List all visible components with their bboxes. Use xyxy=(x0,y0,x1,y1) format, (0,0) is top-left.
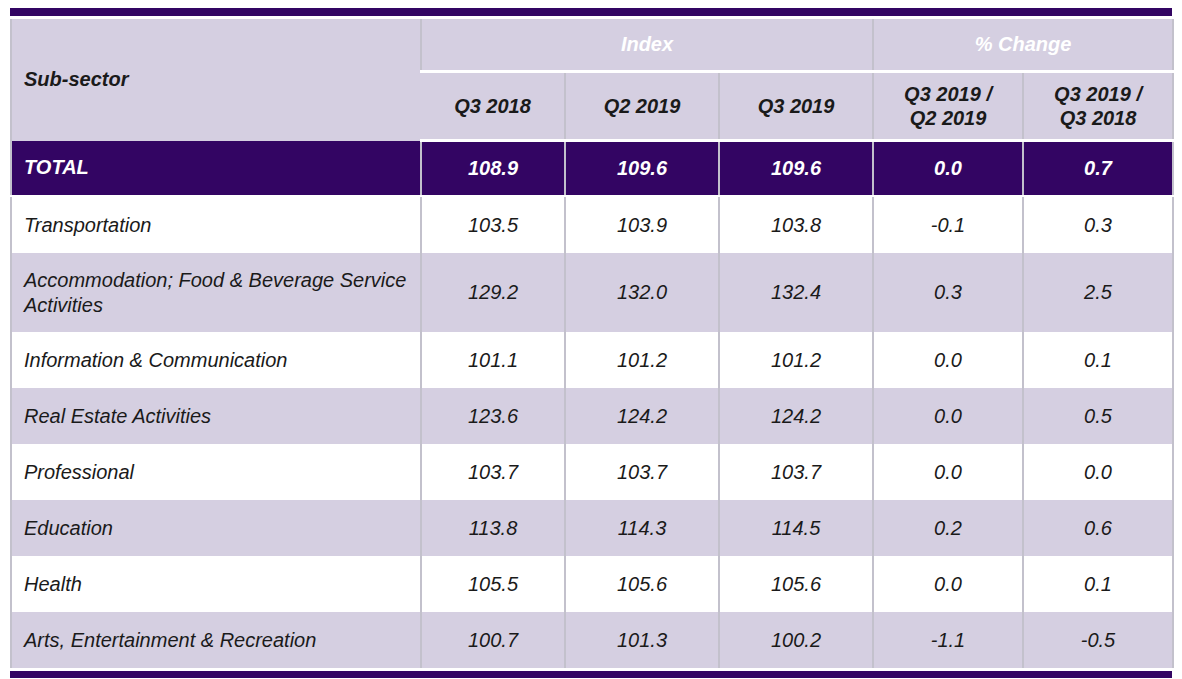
cell-q3-2018: 113.8 xyxy=(421,500,565,556)
cell-q3q3-change: 0.6 xyxy=(1023,500,1173,556)
cell-q3q2-change: 0.0 xyxy=(873,444,1023,500)
row-label: TOTAL xyxy=(11,141,421,197)
cell-q3-2019: 132.4 xyxy=(719,253,873,332)
cell-q3-2018: 101.1 xyxy=(421,332,565,388)
cell-q3q2-change: 0.2 xyxy=(873,500,1023,556)
cell-q3q3-change: 0.5 xyxy=(1023,388,1173,444)
row-label: Education xyxy=(11,500,421,556)
column-header-q2-2019: Q2 2019 xyxy=(565,72,719,141)
cell-q3q2-change: -0.1 xyxy=(873,196,1023,253)
column-header-q3q3-change: Q3 2019 /Q3 2018 xyxy=(1023,72,1173,141)
cell-q2-2019: 132.0 xyxy=(565,253,719,332)
header-line: Q2 2019 xyxy=(566,94,718,118)
column-header-q3q2-change: Q3 2019 /Q2 2019 xyxy=(873,72,1023,141)
cell-q2-2019: 101.2 xyxy=(565,332,719,388)
cell-q2-2019: 103.7 xyxy=(565,444,719,500)
table-row-education: Education 113.8 114.3 114.5 0.2 0.6 xyxy=(11,500,1173,556)
cell-q3q2-change: 0.0 xyxy=(873,141,1023,197)
header-line: Q3 2018 xyxy=(1024,106,1172,130)
cell-q3q3-change: 0.1 xyxy=(1023,332,1173,388)
cell-q3-2018: 123.6 xyxy=(421,388,565,444)
top-accent-bar xyxy=(10,8,1172,16)
cell-q3-2018: 103.7 xyxy=(421,444,565,500)
cell-q3-2019: 105.6 xyxy=(719,556,873,612)
cell-q2-2019: 103.9 xyxy=(565,196,719,253)
cell-q3-2018: 103.5 xyxy=(421,196,565,253)
price-index-table: Sub-sector Index % Change Q3 2018 Q2 201… xyxy=(10,19,1174,668)
cell-q3q3-change: 0.7 xyxy=(1023,141,1173,197)
cell-q3q2-change: -1.1 xyxy=(873,612,1023,668)
cell-q3-2018: 100.7 xyxy=(421,612,565,668)
table-row-real-estate: Real Estate Activities 123.6 124.2 124.2… xyxy=(11,388,1173,444)
table-row-health: Health 105.5 105.6 105.6 0.0 0.1 xyxy=(11,556,1173,612)
pct-change-group-header: % Change xyxy=(873,19,1173,72)
cell-q3q2-change: 0.0 xyxy=(873,388,1023,444)
cell-q3-2018: 108.9 xyxy=(421,141,565,197)
cell-q3q3-change: -0.5 xyxy=(1023,612,1173,668)
row-label: Health xyxy=(11,556,421,612)
cell-q3q3-change: 0.1 xyxy=(1023,556,1173,612)
cell-q3q3-change: 0.0 xyxy=(1023,444,1173,500)
group-header-row: Sub-sector Index % Change xyxy=(11,19,1173,72)
row-label: Arts, Entertainment & Recreation xyxy=(11,612,421,668)
row-label: Accommodation; Food & Beverage Service A… xyxy=(11,253,421,332)
table-container: Sub-sector Index % Change Q3 2018 Q2 201… xyxy=(10,8,1172,678)
table-row-accommodation-food-beverage: Accommodation; Food & Beverage Service A… xyxy=(11,253,1173,332)
table-row-transportation: Transportation 103.5 103.9 103.8 -0.1 0.… xyxy=(11,196,1173,253)
bottom-accent-bar xyxy=(10,671,1172,678)
cell-q2-2019: 105.6 xyxy=(565,556,719,612)
total-row: TOTAL 108.9 109.6 109.6 0.0 0.7 xyxy=(11,141,1173,197)
cell-q3-2019: 101.2 xyxy=(719,332,873,388)
table-row-professional: Professional 103.7 103.7 103.7 0.0 0.0 xyxy=(11,444,1173,500)
cell-q3q2-change: 0.0 xyxy=(873,556,1023,612)
cell-q2-2019: 124.2 xyxy=(565,388,719,444)
cell-q2-2019: 101.3 xyxy=(565,612,719,668)
cell-q2-2019: 114.3 xyxy=(565,500,719,556)
row-label: Real Estate Activities xyxy=(11,388,421,444)
column-header-q3-2019: Q3 2019 xyxy=(719,72,873,141)
cell-q3q2-change: 0.3 xyxy=(873,253,1023,332)
table-row-arts-entertainment-recreation: Arts, Entertainment & Recreation 100.7 1… xyxy=(11,612,1173,668)
cell-q3-2019: 103.8 xyxy=(719,196,873,253)
cell-q3-2019: 124.2 xyxy=(719,388,873,444)
row-label: Professional xyxy=(11,444,421,500)
cell-q3-2019: 109.6 xyxy=(719,141,873,197)
cell-q3q3-change: 2.5 xyxy=(1023,253,1173,332)
column-header-q3-2018: Q3 2018 xyxy=(421,72,565,141)
cell-q3q3-change: 0.3 xyxy=(1023,196,1173,253)
cell-q2-2019: 109.6 xyxy=(565,141,719,197)
index-group-header: Index xyxy=(421,19,873,72)
header-line: Q2 2019 xyxy=(874,106,1022,130)
header-line: Q3 2019 xyxy=(720,94,872,118)
header-line: Q3 2018 xyxy=(421,94,564,118)
header-line: Q3 2019 / xyxy=(1024,82,1172,106)
cell-q3-2019: 100.2 xyxy=(719,612,873,668)
cell-q3-2019: 114.5 xyxy=(719,500,873,556)
row-label: Information & Communication xyxy=(11,332,421,388)
row-label: Transportation xyxy=(11,196,421,253)
cell-q3-2019: 103.7 xyxy=(719,444,873,500)
cell-q3q2-change: 0.0 xyxy=(873,332,1023,388)
subsector-column-header: Sub-sector xyxy=(11,19,421,141)
table-row-information-communication: Information & Communication 101.1 101.2 … xyxy=(11,332,1173,388)
cell-q3-2018: 105.5 xyxy=(421,556,565,612)
cell-q3-2018: 129.2 xyxy=(421,253,565,332)
page: Sub-sector Index % Change Q3 2018 Q2 201… xyxy=(0,0,1182,679)
header-line: Q3 2019 / xyxy=(874,82,1022,106)
